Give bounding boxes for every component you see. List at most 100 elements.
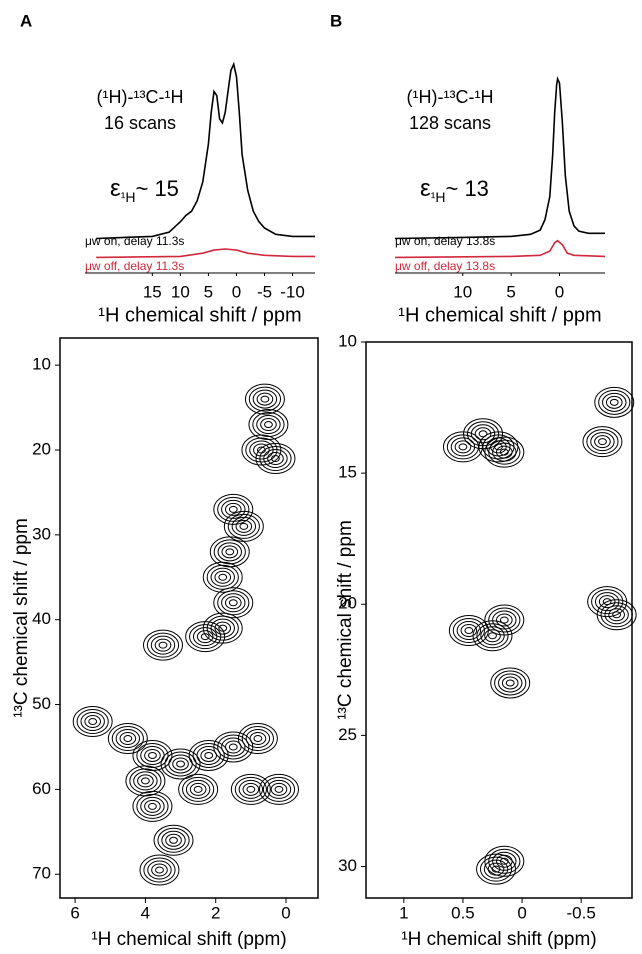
contour-ring [482, 434, 515, 460]
contour-ring [252, 412, 285, 438]
contour-ring [612, 611, 622, 619]
y-tick-label: 10 [32, 355, 51, 374]
contour-ring [263, 448, 288, 468]
contour-ring [594, 435, 611, 449]
contour-ring [206, 564, 239, 590]
epsilon: ε [110, 175, 121, 202]
contour-ring [474, 427, 492, 441]
contour-ring [224, 740, 242, 754]
contour-ring [200, 633, 210, 641]
contour-ring [129, 768, 162, 794]
spectrum-subtitle: 16 scans [104, 113, 176, 133]
enhancement-value: ~ 15 [135, 176, 178, 201]
contour-ring [476, 853, 517, 885]
contour-ring [123, 734, 133, 742]
contour-ring [111, 725, 144, 751]
contour-ring [582, 426, 623, 458]
contour-ring [244, 383, 285, 415]
contour-ring [224, 502, 242, 516]
x-tick-label: 2 [211, 903, 220, 922]
contour-ring [452, 617, 485, 643]
contour-ring [241, 434, 282, 466]
x-tick-label: 10 [171, 282, 190, 301]
contour-ring [591, 589, 624, 615]
contour-ring [488, 632, 497, 640]
y-axis-label: ¹³C chemical shift / ppm [11, 518, 32, 718]
contour-ring [253, 443, 270, 457]
contour-ring [239, 522, 249, 530]
contour-ring [594, 386, 635, 418]
x-tick-label: -5 [257, 282, 272, 301]
contour-ring [252, 389, 278, 409]
contour-ring [255, 442, 296, 474]
x-tick-label: 0.5 [451, 903, 475, 922]
contour-ring [492, 610, 517, 630]
x-axis-label: ¹H chemical shift (ppm) [91, 929, 286, 950]
enhancement-label: ε¹H~ 15 [110, 175, 179, 204]
x-tick-label: 0 [517, 903, 526, 922]
contour-ring [148, 802, 157, 810]
contour-ring [132, 739, 173, 771]
x-tick-label: -10 [280, 282, 305, 301]
y-tick-label: 50 [32, 694, 51, 713]
contour-ring [256, 415, 281, 435]
contour-ring [206, 615, 239, 641]
x-axis-label: ¹H chemical shift / ppm [98, 304, 301, 326]
contour-ring [262, 776, 296, 802]
contour-ring [225, 548, 235, 556]
contour-ring [248, 386, 282, 412]
contour-ring [505, 679, 515, 687]
contour-ring [221, 545, 239, 559]
contour-ring [210, 618, 235, 638]
x-tick-label: 1 [399, 903, 408, 922]
contour-ring [259, 445, 292, 471]
contour-ring [144, 799, 161, 813]
y-tick-label: 30 [338, 856, 357, 875]
contour-ring [217, 590, 250, 616]
contour-ring [141, 777, 150, 785]
x-tick-label: 0 [281, 903, 290, 922]
contour-ring [456, 620, 482, 640]
contour-ring [209, 536, 250, 568]
contour-ring [178, 773, 219, 805]
contour-ring [88, 718, 98, 726]
contour-ring [72, 706, 113, 738]
contour-ring [217, 542, 242, 562]
contour-ring [228, 743, 238, 751]
contour-ring [596, 599, 637, 631]
contour-ring [189, 782, 207, 796]
contour-ring [464, 626, 474, 634]
contour-ring [164, 751, 197, 777]
contour-ring [450, 437, 476, 457]
contour-ring [598, 438, 607, 446]
contour-ring [266, 779, 292, 799]
contour-ring [176, 760, 185, 768]
contour-ring [146, 632, 180, 658]
contour-ring [237, 722, 278, 754]
contour-ring [217, 496, 250, 522]
contour-ring [221, 593, 246, 613]
legend-label: μw on, delay 13.8s [395, 234, 495, 248]
contour-ring [454, 440, 472, 454]
x-tick-label: 10 [453, 282, 472, 301]
contour-ring [136, 793, 169, 819]
contour-ring [501, 676, 519, 690]
contour-ring [196, 630, 214, 644]
contour-ring [189, 624, 222, 650]
contour-ring [235, 519, 253, 533]
contour-ring [499, 616, 509, 624]
contour-ring [488, 848, 521, 874]
contour-ring [271, 454, 280, 462]
contour-ring [213, 587, 254, 619]
contour-ring [491, 865, 501, 873]
contour-ring [157, 827, 190, 853]
y-tick-label: 30 [32, 524, 51, 543]
x-tick-label: 4 [141, 903, 150, 922]
legend-label: μw off, delay 13.8s [395, 259, 495, 273]
x-tick-label: 0 [555, 282, 564, 301]
spectrum-subtitle: 128 scans [409, 113, 491, 133]
contour-ring [483, 859, 509, 879]
x-axis-label: ¹H chemical shift / ppm [398, 304, 601, 326]
contour-ring [270, 782, 288, 796]
contour-ring [76, 709, 109, 735]
